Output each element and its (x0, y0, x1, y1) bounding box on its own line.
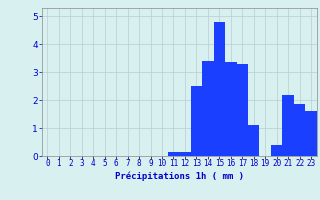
Bar (271, 145, 282, 156)
Bar (236, 64, 248, 156)
Bar (214, 22, 225, 156)
Bar (248, 125, 260, 156)
Bar (191, 86, 202, 156)
Bar (202, 61, 214, 156)
X-axis label: Précipitations 1h ( mm ): Précipitations 1h ( mm ) (115, 171, 244, 181)
Bar (305, 111, 317, 156)
Bar (294, 104, 305, 156)
Bar (168, 152, 179, 156)
Bar (225, 62, 236, 156)
Bar (282, 95, 294, 156)
Bar (179, 152, 191, 156)
